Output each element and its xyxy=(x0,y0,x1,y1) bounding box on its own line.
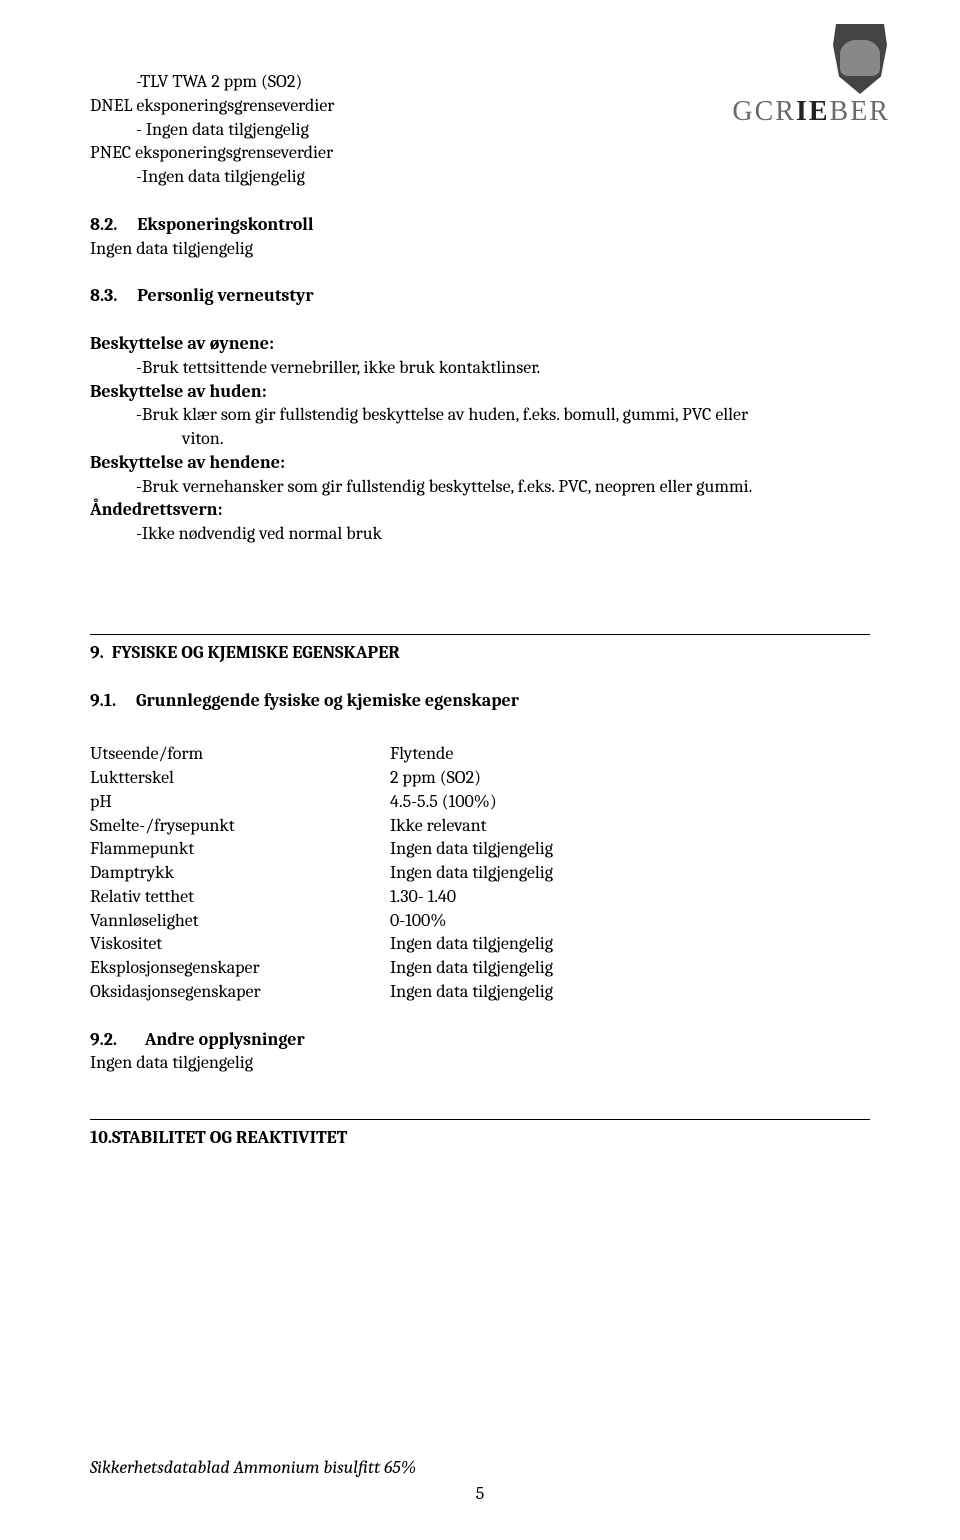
prop-value: Ingen data tilgjengelig xyxy=(390,837,553,861)
prop-value: Ingen data tilgjengelig xyxy=(390,932,553,956)
prop-value: 4.5-5.5 (100%) xyxy=(390,790,553,814)
prop-label: Oksidasjonsegenskaper xyxy=(90,980,390,1004)
section-9-2-title: Andre opplysninger xyxy=(145,1029,305,1050)
section-9-2-heading: 9.2. Andre opplysninger xyxy=(90,1028,870,1052)
brand-wordmark: GCRIEBER xyxy=(732,96,890,128)
section-9-title: FYSISKE OG KJEMISKE EGENSKAPER xyxy=(112,642,400,663)
table-row: pH4.5-5.5 (100%) xyxy=(90,790,553,814)
table-row: Luktterskel2 ppm (SO2) xyxy=(90,766,553,790)
resp-heading: Åndedrettsvern: xyxy=(90,498,870,522)
document-body: -TLV TWA 2 ppm (SO2) DNEL eksponeringsgr… xyxy=(90,70,870,1150)
section-8-3-num: 8.3. xyxy=(90,285,117,306)
prop-label: Damptrykk xyxy=(90,861,390,885)
prop-value: Ingen data tilgjengelig xyxy=(390,861,553,885)
table-row: OksidasjonsegenskaperIngen data tilgjeng… xyxy=(90,980,553,1004)
table-row: FlammepunktIngen data tilgjengelig xyxy=(90,837,553,861)
section-9-1-num: 9.1. xyxy=(90,690,116,711)
table-row: Vannløselighet0-100% xyxy=(90,909,553,933)
page-number: 5 xyxy=(476,1483,485,1504)
eyes-heading: Beskyttelse av øynene: xyxy=(90,332,870,356)
brand-crest-icon xyxy=(830,24,890,94)
prop-label: Smelte-/frysepunkt xyxy=(90,814,390,838)
properties-table: Utseende/formFlytende Luktterskel2 ppm (… xyxy=(90,742,553,1003)
prop-value: 0-100% xyxy=(390,909,553,933)
eyes-body: -Bruk tettsittende vernebriller, ikke br… xyxy=(136,356,870,380)
prop-label: Luktterskel xyxy=(90,766,390,790)
brand-logo-area: GCRIEBER xyxy=(732,24,890,128)
section-9-1-heading: 9.1. Grunnleggende fysiske og kjemiske e… xyxy=(90,689,870,713)
section-9-heading: 9. FYSISKE OG KJEMISKE EGENSKAPER xyxy=(90,641,870,665)
section-9-2-num: 9.2. xyxy=(90,1029,117,1050)
crest-inner-shape xyxy=(840,40,880,76)
resp-body: -Ikke nødvendig ved normal bruk xyxy=(136,522,870,546)
prop-value: Flytende xyxy=(390,742,553,766)
section-9-2-body: Ingen data tilgjengelig xyxy=(90,1051,870,1075)
section-8-2-num: 8.2. xyxy=(90,214,117,235)
table-row: Relativ tetthet1.30- 1.40 xyxy=(90,885,553,909)
table-row: Smelte-/frysepunktIkke relevant xyxy=(90,814,553,838)
prop-label: Eksplosjonsegenskaper xyxy=(90,956,390,980)
section-8-2-title: Eksponeringskontroll xyxy=(137,214,313,235)
table-row: Utseende/formFlytende xyxy=(90,742,553,766)
hands-body: -Bruk vernehansker som gir fullstendig b… xyxy=(136,475,870,499)
table-row: DamptrykkIngen data tilgjengelig xyxy=(90,861,553,885)
prop-value: Ikke relevant xyxy=(390,814,553,838)
prop-label: Relativ tetthet xyxy=(90,885,390,909)
skin-body-2: viton. xyxy=(182,427,870,451)
section-10-num: 10. xyxy=(90,1127,112,1148)
table-row: EksplosjonsegenskaperIngen data tilgjeng… xyxy=(90,956,553,980)
section-10-heading: 10.STABILITET OG REAKTIVITET xyxy=(90,1126,870,1150)
section-8-2-heading: 8.2. Eksponeringskontroll xyxy=(90,213,870,237)
skin-heading: Beskyttelse av huden: xyxy=(90,380,870,404)
prop-value: Ingen data tilgjengelig xyxy=(390,980,553,1004)
prop-value: Ingen data tilgjengelig xyxy=(390,956,553,980)
pnec-heading: PNEC eksponeringsgrenseverdier xyxy=(90,141,870,165)
section-9-num: 9. xyxy=(90,642,104,663)
footer-doc-title: Sikkerhetsdatablad Ammonium bisulfitt 65… xyxy=(90,1457,416,1478)
prop-label: Vannløselighet xyxy=(90,909,390,933)
prop-label: Viskositet xyxy=(90,932,390,956)
prop-label: Flammepunkt xyxy=(90,837,390,861)
table-row: ViskositetIngen data tilgjengelig xyxy=(90,932,553,956)
section-8-3-heading: 8.3. Personlig verneutstyr xyxy=(90,284,870,308)
prop-value: 2 ppm (SO2) xyxy=(390,766,553,790)
section-8-3-title: Personlig verneutstyr xyxy=(137,285,313,306)
pnec-value: -Ingen data tilgjengelig xyxy=(136,165,870,189)
section-8-2-body: Ingen data tilgjengelig xyxy=(90,237,870,261)
section-9-1-title: Grunnleggende fysiske og kjemiske egensk… xyxy=(136,690,519,711)
hands-heading: Beskyttelse av hendene: xyxy=(90,451,870,475)
skin-body-1: -Bruk klær som gir fullstendig beskyttel… xyxy=(136,403,870,427)
prop-label: pH xyxy=(90,790,390,814)
prop-label: Utseende/form xyxy=(90,742,390,766)
prop-value: 1.30- 1.40 xyxy=(390,885,553,909)
section-10-title: STABILITET OG REAKTIVITET xyxy=(112,1127,347,1148)
